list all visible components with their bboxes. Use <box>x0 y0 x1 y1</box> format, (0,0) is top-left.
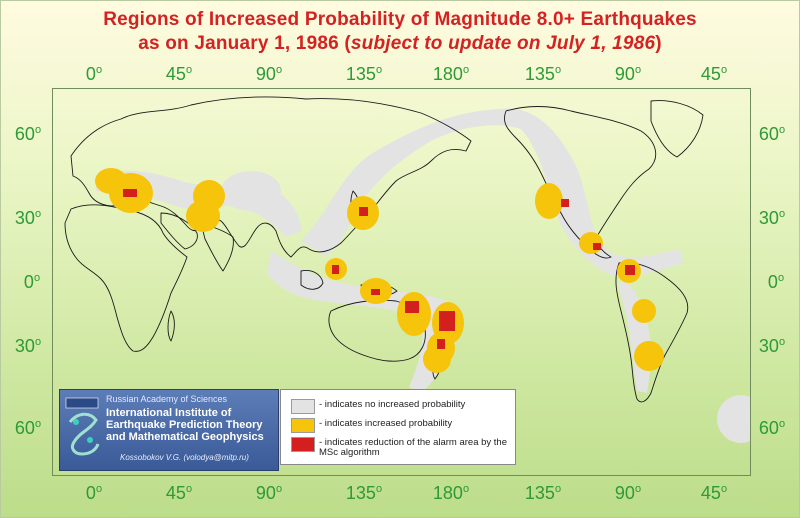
lon-label-bottom-45: 45o <box>165 483 193 503</box>
map-title-line-1: Regions of Increased Probability of Magn… <box>103 9 697 30</box>
red-zone-japan <box>359 207 368 216</box>
coastline-india <box>200 222 234 272</box>
yellow-zone-iran <box>186 200 220 232</box>
lon-label-top-90w: 90o <box>614 64 642 84</box>
gray-zone-scotia-arc <box>717 395 750 443</box>
legend-swatch-gray <box>291 399 315 414</box>
legend-swatch-yellow <box>291 418 315 433</box>
legend-text-no-increase: - indicates no increased probability <box>319 399 466 410</box>
lon-label-top-45w: 45o <box>700 64 728 84</box>
lon-label-top-180: 180o <box>432 64 470 84</box>
red-zone-new-guinea <box>371 289 380 295</box>
map-legend: - indicates no increased probability - i… <box>280 389 516 465</box>
lon-label-bottom-180: 180o <box>432 483 470 503</box>
coastline-madagascar <box>167 310 175 342</box>
lon-label-top-135w: 135o <box>524 64 562 84</box>
coastline-arabia <box>160 212 198 250</box>
lat-label-right-30n: 30o <box>758 208 786 228</box>
lat-label-right-60n: 60o <box>758 124 786 144</box>
academy-label: Russian Academy of Sciences <box>106 394 228 404</box>
yellow-zone-solomon <box>397 292 431 336</box>
coastline-greenland <box>650 100 704 158</box>
author-credit: Kossobokov V.G. (volodya@mitp.ru) <box>120 453 249 462</box>
lon-label-top-45: 45o <box>165 64 193 84</box>
red-zone-greece <box>123 189 137 197</box>
lat-label-right-0: 0o <box>767 272 785 292</box>
red-zone-philippines <box>332 265 339 274</box>
lon-label-bottom-0: 0o <box>85 483 103 503</box>
lat-label-left-30n: 30o <box>14 208 42 228</box>
coastline-borneo <box>300 270 324 290</box>
lat-label-left-30s: 30o <box>14 336 42 356</box>
lat-label-right-60s: 60o <box>758 418 786 438</box>
title-line-2-prefix: as on January 1, 1986 ( <box>138 33 351 54</box>
title-line-2-italic: subject to update on July 1, 1986 <box>350 33 656 54</box>
red-zone-tonga <box>437 339 445 349</box>
lon-label-bottom-90w: 90o <box>614 483 642 503</box>
yellow-zone-california <box>535 183 563 219</box>
world-map <box>52 88 751 476</box>
lat-label-left-0: 0o <box>23 272 41 292</box>
institute-logo <box>65 397 100 456</box>
red-zone-california <box>561 199 569 207</box>
lon-label-bottom-135: 135o <box>345 483 383 503</box>
lon-label-top-0: 0o <box>85 64 103 84</box>
gray-zone-east-asia <box>221 171 281 211</box>
legend-text-reduction: - indicates reduction of the alarm area … <box>319 437 507 458</box>
red-zone-vanuatu <box>439 311 455 331</box>
coastline-australia <box>328 299 426 362</box>
reduction-zones <box>123 189 635 349</box>
red-zone-colombia <box>625 265 635 275</box>
world-map-svg <box>64 96 750 443</box>
map-title-line-2: as on January 1, 1986 (subject to update… <box>0 33 800 55</box>
institute-name-line-3: and Mathematical Geophysics <box>106 431 264 443</box>
coastline-africa <box>64 204 188 352</box>
legend-text-increase: - indicates increased probability <box>319 418 453 429</box>
lat-label-right-30s: 30o <box>758 336 786 356</box>
lon-label-top-90: 90o <box>255 64 283 84</box>
lon-label-bottom-90: 90o <box>255 483 283 503</box>
institute-name: International Institute of Earthquake Pr… <box>106 407 276 443</box>
red-zone-mexico <box>593 243 601 250</box>
coastline-eurasia <box>70 96 472 258</box>
institute-name-line-1: International Institute of <box>106 407 232 419</box>
title-line-2-suffix: ) <box>655 33 662 54</box>
legend-swatch-red <box>291 437 315 452</box>
institute-name-line-2: Earthquake Prediction Theory <box>106 419 263 431</box>
coastlines <box>64 96 704 403</box>
lat-label-left-60n: 60o <box>14 124 42 144</box>
lon-label-top-135: 135o <box>345 64 383 84</box>
lon-label-bottom-45w: 45o <box>700 483 728 503</box>
institute-panel: Russian Academy of Sciences Internationa… <box>59 389 279 471</box>
red-zone-solomon <box>405 301 419 313</box>
yellow-zone-peru <box>632 299 656 323</box>
yellow-zone-kermadec <box>423 345 451 373</box>
lat-label-left-60s: 60o <box>14 418 42 438</box>
coastline-south-america <box>615 262 689 403</box>
lon-label-bottom-135w: 135o <box>524 483 562 503</box>
gray-zone-south-america-coast <box>619 281 651 393</box>
yellow-zone-chile <box>634 341 664 371</box>
